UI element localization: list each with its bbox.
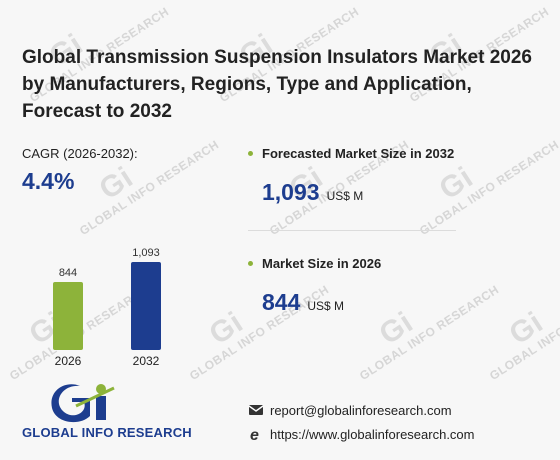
email-link[interactable]: report@globalinforesearch.com [270,402,452,418]
cagr-value: 4.4% [22,168,75,194]
category-label: 2032 [133,354,160,368]
current-size-unit: US$ M [307,299,345,313]
brand-name: GLOBAL INFO RESEARCH [22,425,192,440]
current-size-block: Market Size in 2026 844 US$ M [248,256,508,316]
forecast-block: Forecasted Market Size in 2032 1,093 US$… [248,146,508,206]
forecast-label: Forecasted Market Size in 2032 [262,146,455,161]
bullet-dot-icon [248,151,253,156]
bar-value-label: 844 [59,267,77,279]
bullet-dot-icon [248,261,253,266]
forecast-unit: US$ M [326,189,364,203]
report-title: Global Transmission Suspension Insulator… [22,47,532,122]
current-size-label: Market Size in 2026 [262,256,382,271]
current-size-value: 844 [262,289,301,315]
svg-text:e: e [250,427,259,442]
contact-website[interactable]: e https://www.globalinforesearch.com [248,426,475,443]
contact-email[interactable]: report@globalinforesearch.com [248,402,452,418]
bar-2032 [131,262,161,350]
bar-value-label: 1,093 [132,247,160,259]
browser-e-icon: e [248,426,264,442]
category-label: 2026 [55,354,82,368]
website-link[interactable]: https://www.globalinforesearch.com [270,426,475,442]
cagr-label: CAGR (2026-2032): [22,146,138,161]
bar-2026 [53,282,83,350]
forecast-value: 1,093 [262,179,320,205]
envelope-icon [248,402,264,418]
divider [248,230,456,231]
global-info-research-logo [51,384,115,423]
